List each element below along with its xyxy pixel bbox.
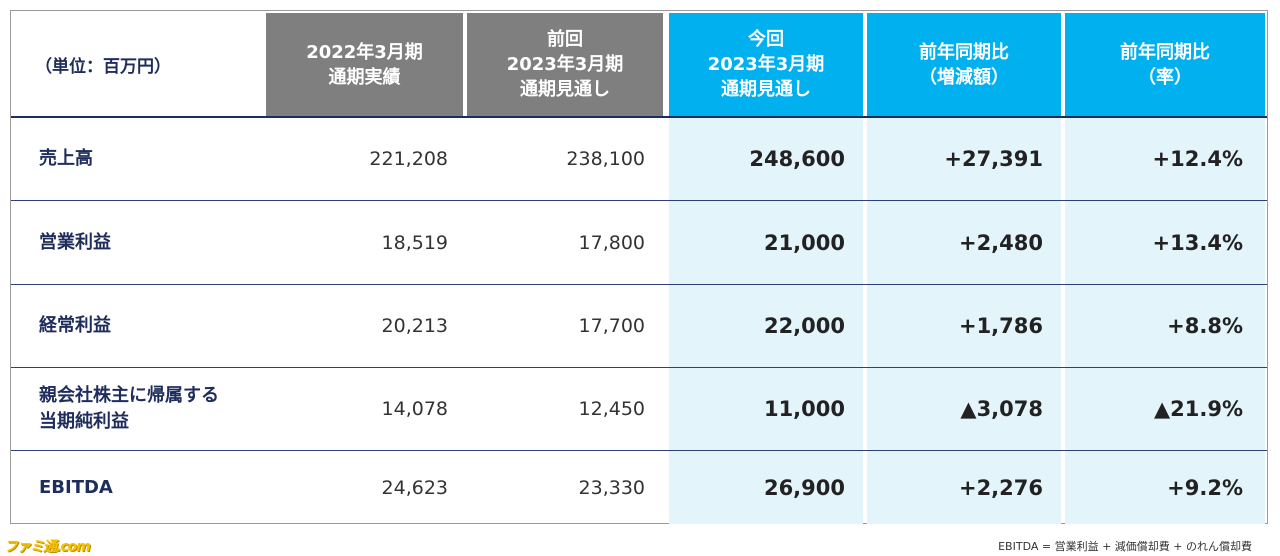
cell-current-forecast: 248,600 [749,147,845,171]
table-row: 売上高 221,208 238,100 248,600 +27,391 +12.… [11,118,1267,200]
table-row: 営業利益 18,519 17,800 21,000 +2,480 +13.4% [11,201,1267,284]
cell-current-forecast: 22,000 [763,314,845,338]
header-yoy-rate: 前年同期比 （率） [1065,13,1265,116]
yoy-amount-column-bg [867,118,1061,524]
cell-current-forecast: 26,900 [763,475,845,500]
cell-previous-forecast: 238,100 [566,148,645,170]
header-previous-forecast: 前回 2023年3月期 通期見通し [467,13,663,116]
cell-fy2022-actual: 221,208 [369,148,448,170]
row-label: 売上高 [39,148,93,169]
current-forecast-column-bg [669,118,863,524]
header-divider [11,116,1267,118]
table-row: EBITDA 24,623 23,330 26,900 +2,276 +9.2% [11,451,1267,524]
cell-fy2022-actual: 24,623 [381,476,448,499]
cell-fy2022-actual: 14,078 [381,398,448,420]
cell-previous-forecast: 12,450 [578,398,645,420]
footnote: EBITDA = 営業利益 + 減価償却費 + のれん償却費 [998,540,1252,553]
row-divider [11,284,1267,285]
watermark-logo: ファミ通.com [4,539,91,555]
cell-yoy-amount: +27,391 [944,147,1043,171]
cell-previous-forecast: 23,330 [578,476,645,499]
cell-yoy-rate: +9.2% [1167,475,1243,500]
header-current-forecast: 今回 2023年3月期 通期見通し [669,13,863,116]
yoy-rate-column-bg [1065,118,1265,524]
row-divider [11,367,1267,368]
header-fy2022-actual: 2022年3月期 通期実績 [266,13,463,116]
cell-yoy-rate: +8.8% [1167,314,1243,338]
row-label: EBITDA [39,476,113,498]
cell-fy2022-actual: 18,519 [381,231,448,254]
cell-fy2022-actual: 20,213 [381,315,448,337]
cell-previous-forecast: 17,700 [578,315,645,337]
cell-yoy-rate: +13.4% [1152,230,1243,255]
cell-previous-forecast: 17,800 [578,231,645,254]
row-divider [11,450,1267,451]
cell-yoy-amount: +2,480 [958,230,1043,255]
cell-yoy-rate: +12.4% [1152,147,1243,171]
cell-current-forecast: 21,000 [763,230,845,255]
row-label: 経常利益 [39,315,111,336]
row-divider [11,200,1267,201]
cell-current-forecast: 11,000 [763,397,845,421]
table-row: 経常利益 20,213 17,700 22,000 +1,786 +8.8% [11,285,1267,367]
cell-yoy-rate: ▲21.9% [1153,397,1243,421]
row-label: 親会社株主に帰属する 当期純利益 [39,385,219,432]
cell-yoy-amount: ▲3,078 [960,397,1043,421]
unit-label: （単位：百万円） [35,57,171,77]
results-table: （単位：百万円） 2022年3月期 通期実績 前回 2023年3月期 通期見通し… [10,10,1268,524]
header-yoy-amount: 前年同期比 （増減額） [867,13,1061,116]
row-label: 営業利益 [39,231,111,253]
cell-yoy-amount: +2,276 [958,475,1043,500]
table-row: 親会社株主に帰属する 当期純利益 14,078 12,450 11,000 ▲3… [11,368,1267,450]
cell-yoy-amount: +1,786 [958,314,1043,338]
